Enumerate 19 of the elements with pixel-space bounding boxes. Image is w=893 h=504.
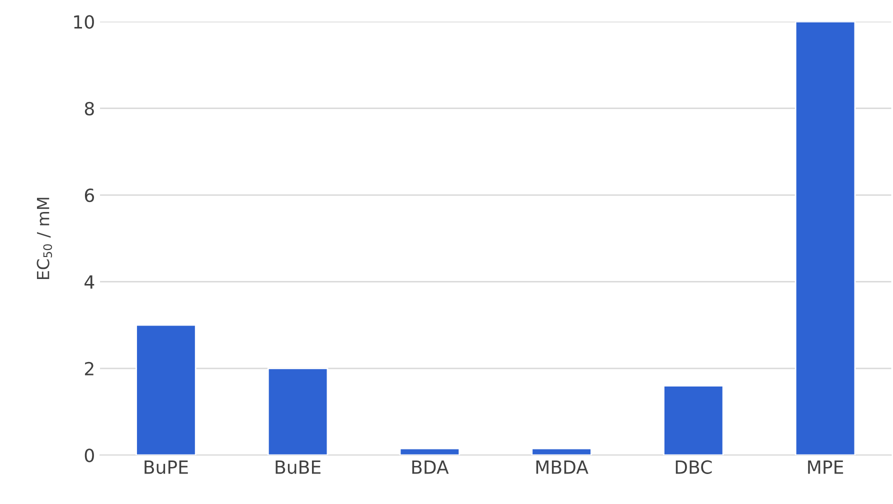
bar (136, 324, 196, 456)
bar (794, 22, 856, 456)
y-tick-label: 2 (84, 362, 94, 376)
y-tick-label: 10 (74, 15, 94, 29)
y-tick-label: 4 (84, 275, 94, 289)
y-tick-label: 8 (84, 102, 94, 116)
x-tick-label: MPE (808, 460, 844, 474)
bar (531, 448, 592, 456)
y-tick-label: 6 (84, 188, 94, 202)
x-tick-label: BuPE (144, 460, 188, 474)
x-tick-label: MBDA (536, 460, 588, 474)
y-tick-label: 0 (84, 448, 94, 462)
x-tick-label: BDA (412, 460, 449, 474)
bar (267, 368, 328, 456)
bar (399, 448, 460, 456)
bar (663, 385, 724, 456)
x-tick-label: DBC (676, 460, 712, 474)
x-tick-label: BuBE (276, 460, 320, 474)
y-axis-title: EC$_{50}$ / mM (36, 198, 52, 280)
